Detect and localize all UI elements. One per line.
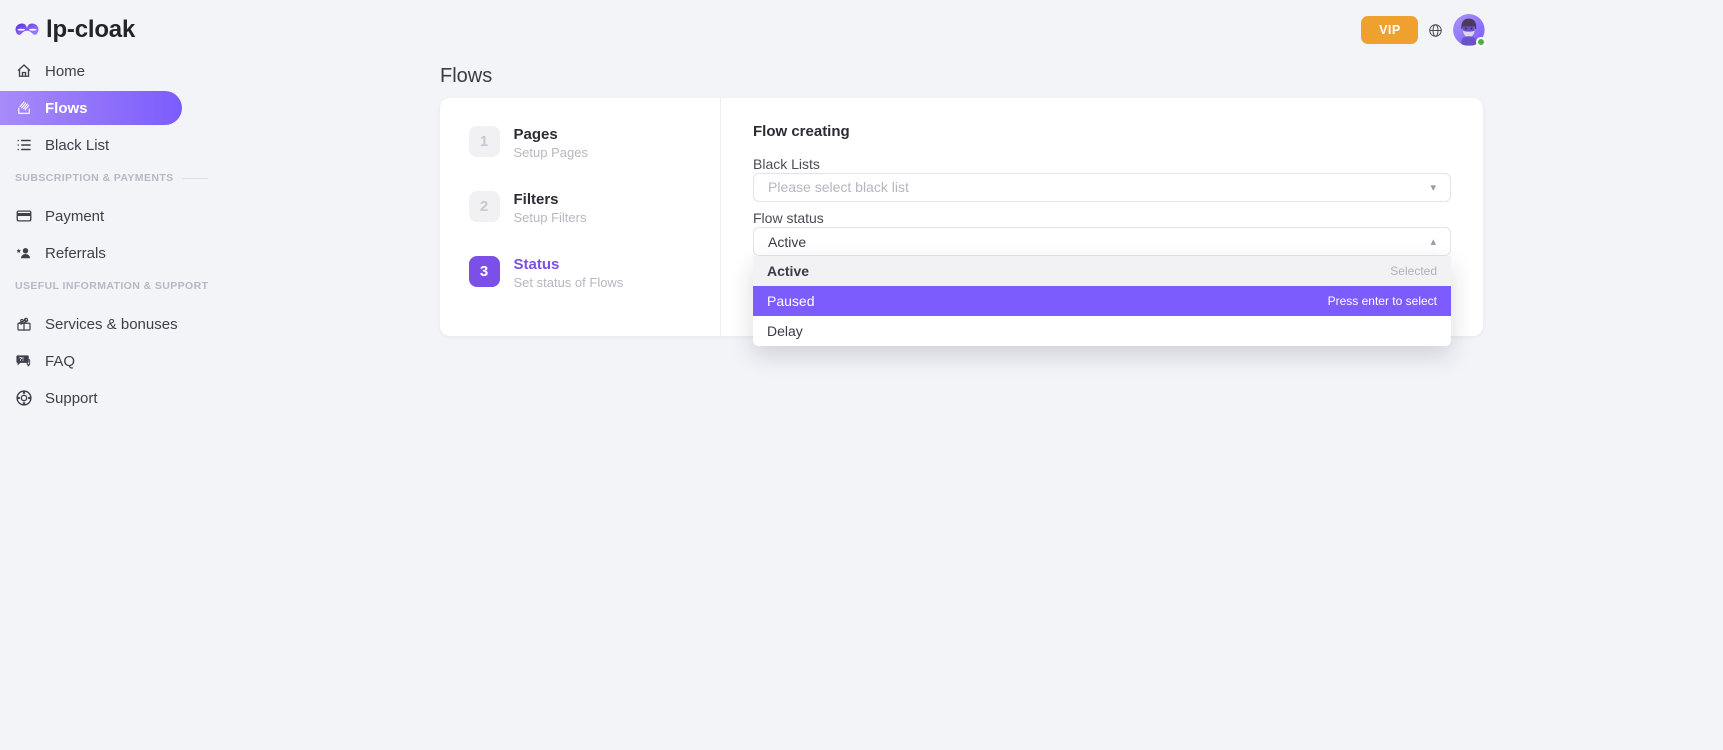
svg-text:?!: ?! [19, 357, 24, 363]
